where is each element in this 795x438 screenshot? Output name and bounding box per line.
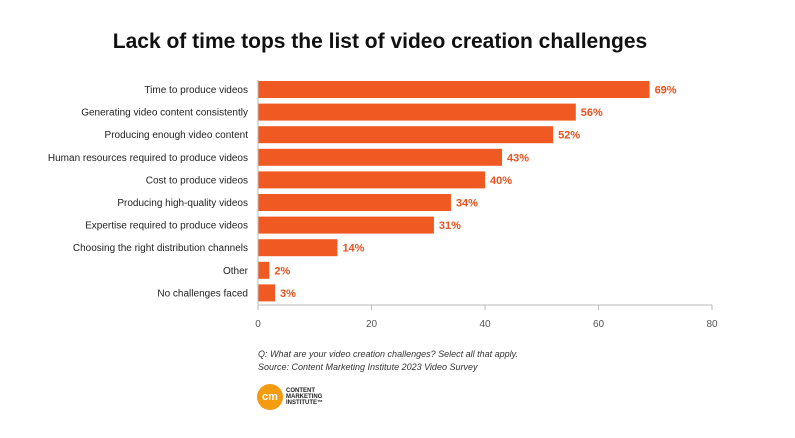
category-label: Human resources required to produce vide… xyxy=(48,153,248,164)
value-label: 34% xyxy=(456,198,478,210)
x-tick-label: 0 xyxy=(255,319,261,330)
value-label: 52% xyxy=(558,130,580,142)
value-label: 31% xyxy=(439,220,461,232)
x-tick-label: 40 xyxy=(479,319,491,330)
category-label: Time to produce videos xyxy=(144,85,248,96)
category-label: Other xyxy=(223,266,249,277)
bar xyxy=(258,171,485,189)
category-label: Cost to produce videos xyxy=(146,175,248,186)
bar xyxy=(258,148,503,166)
cmi-logo-icon: cm xyxy=(257,384,283,410)
cmi-logo: cm CONTENT MARKETING INSTITUTE™ xyxy=(257,384,346,410)
category-label: No challenges faced xyxy=(157,288,248,299)
category-label: Producing enough video content xyxy=(105,130,249,141)
chart-title: Lack of time tops the list of video crea… xyxy=(112,30,648,53)
value-label: 56% xyxy=(581,107,603,119)
source-note: Source: Content Marketing Institute 2023… xyxy=(258,362,478,372)
bar xyxy=(258,284,276,302)
bar xyxy=(258,239,338,257)
bar xyxy=(258,261,270,279)
value-label: 2% xyxy=(274,265,290,277)
value-label: 69% xyxy=(655,85,677,97)
value-label: 3% xyxy=(280,288,296,300)
cmi-logo-text: CONTENT MARKETING INSTITUTE™ xyxy=(286,388,323,406)
category-label: Choosing the right distribution channels xyxy=(73,243,248,254)
x-tick-label: 60 xyxy=(593,319,605,330)
value-label: 43% xyxy=(507,152,529,164)
bar xyxy=(258,194,451,211)
bar xyxy=(258,216,434,234)
category-label: Generating video content consistently xyxy=(81,108,248,119)
bar xyxy=(258,103,576,121)
bar xyxy=(258,81,650,98)
category-label: Expertise required to produce videos xyxy=(85,221,248,232)
x-tick-label: 20 xyxy=(366,319,378,330)
x-tick-label: 80 xyxy=(706,319,718,330)
value-label: 40% xyxy=(490,175,512,187)
category-label: Producing high-quality videos xyxy=(117,198,248,209)
survey-question-note: Q: What are your video creation challeng… xyxy=(258,349,518,359)
bar xyxy=(258,126,554,144)
value-label: 14% xyxy=(342,243,364,255)
